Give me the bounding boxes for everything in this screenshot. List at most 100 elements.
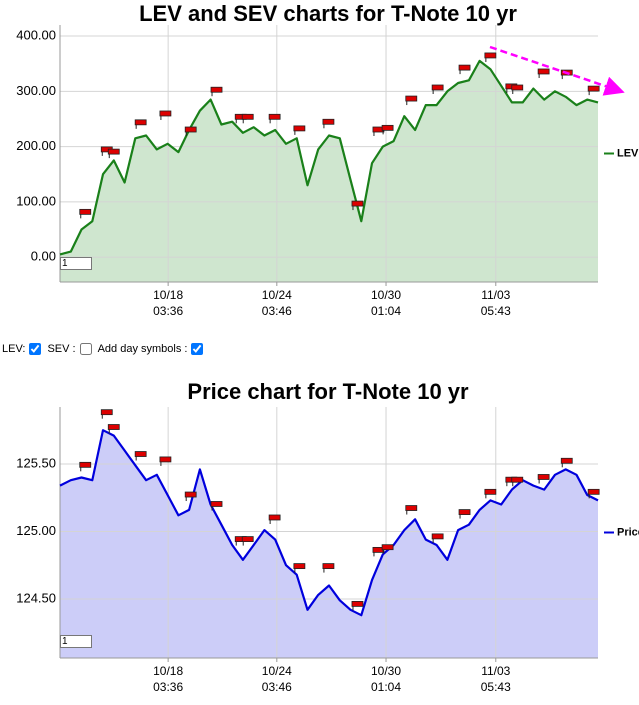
day-symbol <box>241 536 254 546</box>
day-symbol-flag <box>322 563 335 569</box>
day-symbol-flag <box>134 119 147 126</box>
zoom-input[interactable] <box>60 257 92 270</box>
day-symbol <box>484 488 497 499</box>
day-symbol <box>159 456 172 466</box>
x-tick-label: 10/18 03:36 <box>153 664 183 694</box>
day-symbol <box>293 125 306 135</box>
day-symbol <box>587 488 600 499</box>
day-symbol <box>381 124 394 135</box>
y-tick-label: 125.50 <box>16 455 56 470</box>
day-symbol-flag <box>587 488 600 495</box>
day-symbol <box>184 126 197 137</box>
x-tick-label: 10/24 03:46 <box>262 288 292 318</box>
day-symbol-flag <box>484 52 497 59</box>
day-symbol-flag <box>431 84 444 91</box>
day-symbol-flag <box>100 409 113 416</box>
day-symbol <box>351 600 364 611</box>
day-symbol <box>560 69 573 80</box>
x-tick-label: 10/30 01:04 <box>371 664 401 694</box>
day-symbol-flag <box>159 110 172 117</box>
day-symbol <box>107 148 120 159</box>
day-symbol-flag <box>484 488 497 495</box>
lev-checkbox[interactable] <box>29 343 42 355</box>
day-symbol-flag <box>322 118 335 125</box>
day-symbol-flag <box>241 113 254 120</box>
day-symbol <box>458 509 471 519</box>
day-symbol-flag <box>79 208 92 215</box>
day-symbol-flag <box>210 86 223 93</box>
day-symbol <box>511 476 524 487</box>
day-symbol-flag <box>134 451 147 457</box>
day-symbol-flag <box>560 457 573 464</box>
day-symbol-flag <box>511 84 524 91</box>
day-symbol <box>381 544 394 554</box>
day-symbol <box>134 119 147 129</box>
day-symbol-flag <box>458 64 471 71</box>
chart-title: LEV and SEV charts for T-Note 10 yr <box>139 1 517 26</box>
sev-checkbox[interactable] <box>79 343 92 355</box>
day-symbol-flag <box>268 514 281 521</box>
chart-title: Price chart for T-Note 10 yr <box>187 379 469 404</box>
lev-label: LEV: <box>2 343 26 355</box>
day-symbols-checkbox[interactable] <box>191 343 204 355</box>
day-symbol <box>405 505 418 515</box>
area <box>60 60 598 283</box>
day-symbol-flag <box>381 124 394 131</box>
day-symbol-flag <box>381 544 394 551</box>
day-symbol-flag <box>107 424 120 430</box>
day-symbol <box>293 563 306 573</box>
x-tick-label: 10/24 03:46 <box>262 664 292 694</box>
area <box>60 430 598 658</box>
day-symbol <box>210 86 223 97</box>
x-tick-label: 10/18 03:36 <box>153 288 183 318</box>
day-symbol <box>431 533 444 543</box>
day-symbol <box>322 118 335 129</box>
day-symbol <box>134 451 147 461</box>
day-symbol-flag <box>351 600 364 607</box>
day-symbol <box>107 424 120 434</box>
day-symbols-label: Add day symbols : <box>97 343 188 355</box>
day-symbol <box>431 84 444 95</box>
zoom-input[interactable] <box>60 635 92 648</box>
y-tick-label: 300.00 <box>16 83 56 98</box>
day-symbol-flag <box>458 509 471 515</box>
day-symbol-flag <box>293 125 306 132</box>
day-symbol-flag <box>293 563 306 569</box>
y-tick-label: 200.00 <box>16 138 56 153</box>
x-tick-label: 11/03 05:43 <box>481 664 511 694</box>
day-symbol-flag <box>159 456 172 463</box>
day-symbol <box>79 208 92 219</box>
day-symbol-flag <box>79 461 92 468</box>
day-symbol-flag <box>587 85 600 92</box>
x-tick-label: 10/30 01:04 <box>371 288 401 318</box>
day-symbol <box>560 457 573 468</box>
day-symbol <box>458 64 471 75</box>
x-tick-label: 11/03 05:43 <box>481 288 511 318</box>
y-tick-label: 400.00 <box>16 27 56 42</box>
day-symbol <box>210 501 223 511</box>
day-symbol <box>79 461 92 472</box>
day-symbol <box>159 110 172 120</box>
sev-label: SEV : <box>47 343 76 355</box>
line <box>59 429 599 617</box>
trend-arrow <box>489 45 625 96</box>
day-symbol-flag <box>184 126 197 133</box>
chart-layer: LEV and SEV charts for T-Note 10 yr 0.00 1… <box>16 1 639 694</box>
day-symbol-flag <box>107 148 120 155</box>
line <box>59 59 599 256</box>
controls: LEV: SEV : Add day symbols : <box>2 343 207 355</box>
day-symbol <box>537 474 550 484</box>
y-tick-label: 125.00 <box>16 523 56 538</box>
day-symbol-flag <box>511 476 524 483</box>
day-symbol-flag <box>184 491 197 498</box>
y-tick-label: 0.00 <box>31 249 56 264</box>
day-symbol-flag <box>241 536 254 542</box>
day-symbol <box>184 491 197 502</box>
legend-label: LEV <box>617 147 639 159</box>
day-symbol-flag <box>268 113 281 120</box>
day-symbol-flag <box>431 533 444 540</box>
y-tick-label: 124.50 <box>16 590 56 605</box>
day-symbol-flag <box>210 501 223 507</box>
